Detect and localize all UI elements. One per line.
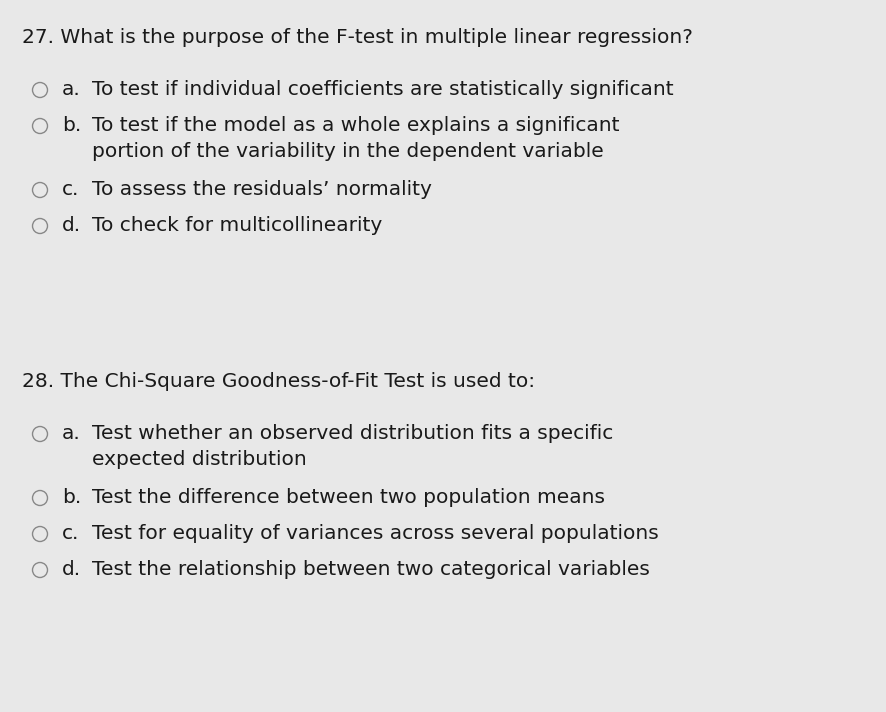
Text: d.: d. [62,560,82,579]
Text: To test if individual coefficients are statistically significant: To test if individual coefficients are s… [92,80,673,99]
Text: c.: c. [62,524,80,543]
Text: Test for equality of variances across several populations: Test for equality of variances across se… [92,524,659,543]
Text: Test the relationship between two categorical variables: Test the relationship between two catego… [92,560,649,579]
Text: a.: a. [62,80,81,99]
Text: Test the difference between two population means: Test the difference between two populati… [92,488,605,507]
Text: expected distribution: expected distribution [92,450,307,469]
Text: 28. The Chi-Square Goodness-of-Fit Test is used to:: 28. The Chi-Square Goodness-of-Fit Test … [22,372,535,391]
Text: d.: d. [62,216,82,235]
Text: To check for multicollinearity: To check for multicollinearity [92,216,382,235]
Text: portion of the variability in the dependent variable: portion of the variability in the depend… [92,142,603,161]
Text: b.: b. [62,488,82,507]
Text: Test whether an observed distribution fits a specific: Test whether an observed distribution fi… [92,424,613,443]
Text: To assess the residuals’ normality: To assess the residuals’ normality [92,180,431,199]
Text: 27. What is the purpose of the F-test in multiple linear regression?: 27. What is the purpose of the F-test in… [22,28,693,47]
Text: c.: c. [62,180,80,199]
Text: To test if the model as a whole explains a significant: To test if the model as a whole explains… [92,116,619,135]
Text: b.: b. [62,116,82,135]
Text: a.: a. [62,424,81,443]
